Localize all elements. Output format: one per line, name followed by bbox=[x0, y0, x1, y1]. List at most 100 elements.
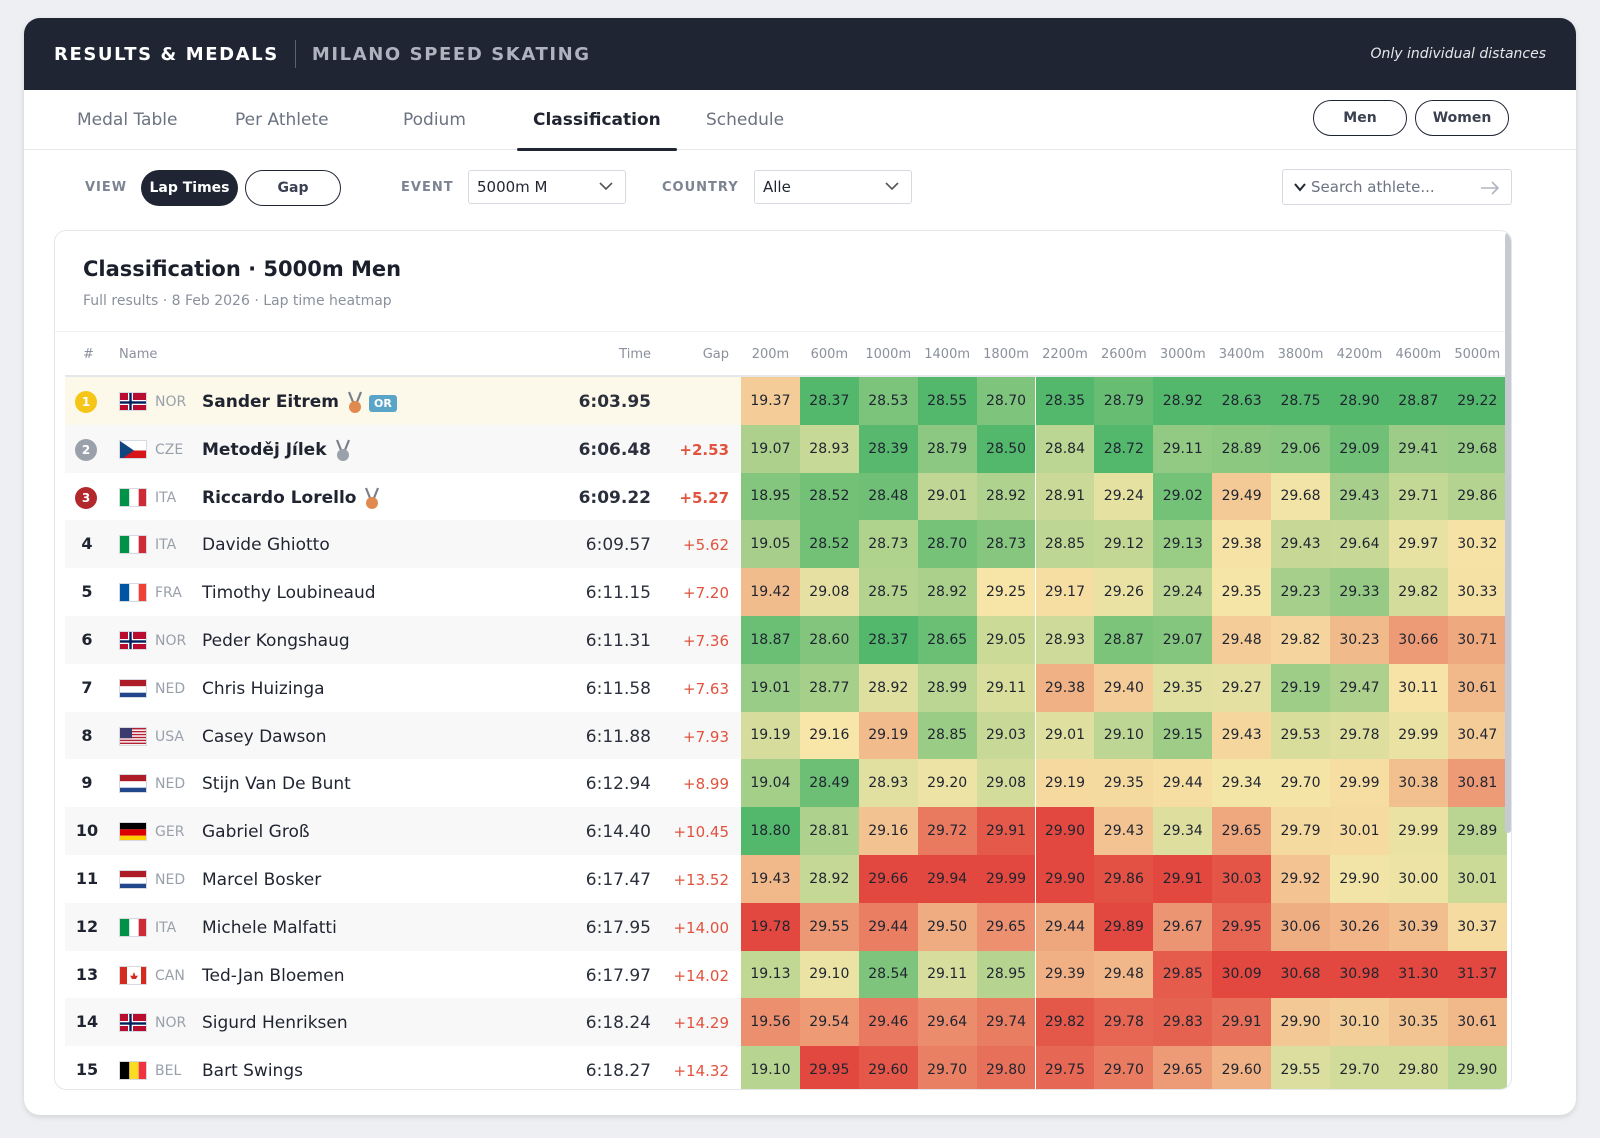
athlete-search[interactable]: Search athlete... bbox=[1282, 169, 1512, 205]
table-row[interactable]: 14 NOR Sigurd Henriksen 6:18.24 +14.29 19.56 2… bbox=[65, 998, 1507, 1047]
men-button[interactable]: Men bbox=[1313, 100, 1407, 136]
tab-medal-table[interactable]: Medal Table bbox=[77, 110, 178, 130]
table-row[interactable]: 5 FRA Timothy Loubineaud 6:11.15 +7.20 19.42 2… bbox=[65, 568, 1507, 616]
col-split: 4600m bbox=[1395, 347, 1442, 362]
lap-time-cell: 29.89 bbox=[1447, 807, 1507, 855]
rank: 6 bbox=[81, 629, 93, 649]
search-input[interactable]: Search athlete... bbox=[1311, 178, 1435, 196]
lap-time-cell: 28.91 bbox=[1035, 472, 1095, 521]
lap-time-cell: 19.43 bbox=[741, 854, 800, 903]
lap-time-cell: 28.65 bbox=[917, 615, 977, 664]
lap-time-cell: 30.61 bbox=[1447, 998, 1507, 1047]
event-select[interactable]: 5000m M bbox=[468, 170, 626, 204]
table-row[interactable]: 3 ITA Riccardo Lorello 6:09.22 +5.27 18.95 28.… bbox=[65, 472, 1507, 521]
finish-time: 6:03.95 bbox=[578, 392, 651, 412]
finish-time: 6:11.58 bbox=[585, 678, 651, 699]
table-row[interactable]: 13 CAN Ted-Jan Bloemen 6:17.97 +14.02 19.13 29… bbox=[65, 950, 1507, 999]
table-row[interactable]: 7 NED Chris Huizinga 6:11.58 +7.63 19.01 28.77… bbox=[65, 663, 1507, 712]
lap-time-cell: 30.33 bbox=[1447, 568, 1507, 616]
athlete-name[interactable]: Marcel Bosker bbox=[202, 869, 322, 890]
lap-time-cell: 28.75 bbox=[1271, 377, 1330, 425]
lap-time-cell: 29.11 bbox=[917, 950, 977, 999]
tab-schedule[interactable]: Schedule bbox=[706, 110, 785, 130]
lap-time-cell: 30.01 bbox=[1330, 807, 1389, 855]
lap-time-cell: 28.89 bbox=[1212, 424, 1272, 473]
lap-time-cell: 28.52 bbox=[799, 520, 859, 569]
lap-time-cell: 28.92 bbox=[917, 568, 977, 616]
table-row[interactable]: 9 NED Stijn Van De Bunt 6:12.94 +8.99 19.04 28… bbox=[65, 759, 1507, 808]
athlete-name[interactable]: Sigurd Henriksen bbox=[202, 1013, 348, 1034]
athlete-name[interactable]: Timothy Loubineaud bbox=[202, 583, 376, 604]
rank: 9 bbox=[81, 773, 93, 793]
country-select[interactable]: Alle bbox=[754, 170, 912, 204]
athlete-name[interactable]: Bart Swings bbox=[202, 1061, 303, 1082]
lap-time-cell: 30.26 bbox=[1330, 902, 1389, 951]
lap-time-cell: 29.90 bbox=[1035, 854, 1095, 903]
lap-time-cell: 30.03 bbox=[1212, 854, 1272, 903]
athlete-name[interactable]: Davide Ghiotto bbox=[202, 535, 330, 556]
finish-time: 6:17.97 bbox=[585, 965, 651, 986]
nation-code: USA bbox=[155, 728, 184, 745]
lap-time-cell: 30.06 bbox=[1271, 902, 1330, 951]
athlete-name[interactable]: Sander Eitrem bbox=[202, 392, 340, 412]
table-row[interactable]: 10 GER Gabriel Groß 6:14.40 +10.45 18.80 28.81… bbox=[65, 807, 1507, 855]
lap-time-cell: 29.72 bbox=[917, 807, 977, 855]
flag-icon bbox=[119, 774, 147, 794]
table-row[interactable]: 11 NED Marcel Bosker 6:17.47 +13.52 19.43 28.9… bbox=[65, 854, 1507, 903]
tab-podium[interactable]: Podium bbox=[403, 110, 466, 130]
lap-time-cell: 29.91 bbox=[1212, 998, 1272, 1047]
rank-badge: 1 bbox=[75, 391, 97, 413]
finish-time: 6:06.48 bbox=[578, 439, 651, 460]
flag-icon bbox=[119, 392, 147, 411]
table-row[interactable]: 2 CZE Metoděj Jílek 6:06.48 +2.53 19.07 28.93 2… bbox=[65, 424, 1507, 473]
event-value: 5000m M bbox=[477, 178, 548, 196]
finish-time: 6:18.27 bbox=[585, 1061, 651, 1082]
table-row[interactable]: 12 ITA Michele Malfatti 6:17.95 +14.00 19.78 2… bbox=[65, 902, 1507, 951]
table-row[interactable]: 8 USA Casey Dawson 6:11.88 +7.93 19.19 29.16 29… bbox=[65, 711, 1507, 760]
athlete-name[interactable]: Metoděj Jílek bbox=[202, 439, 327, 460]
athlete-name[interactable]: Peder Kongshaug bbox=[202, 630, 350, 651]
time-gap: +7.36 bbox=[683, 631, 729, 650]
athlete-name[interactable]: Michele Malfatti bbox=[202, 917, 337, 938]
table-row[interactable]: 6 NOR Peder Kongshaug 6:11.31 +7.36 18.87 28.6… bbox=[65, 615, 1507, 664]
athlete-name[interactable]: Casey Dawson bbox=[202, 726, 327, 747]
lap-time-cell: 30.66 bbox=[1388, 615, 1448, 664]
lap-time-cell: 29.90 bbox=[1330, 854, 1389, 903]
gap-toggle[interactable]: Gap bbox=[245, 170, 341, 206]
lap-time-cell: 19.42 bbox=[741, 568, 800, 616]
scrollbar-thumb[interactable] bbox=[1505, 233, 1511, 833]
lap-time-cell: 30.11 bbox=[1388, 663, 1448, 712]
athlete-name[interactable]: Gabriel Groß bbox=[202, 822, 310, 843]
tab-classification[interactable]: Classification bbox=[517, 90, 677, 151]
lap-time-cell: 29.44 bbox=[1153, 759, 1213, 808]
lap-time-cell: 29.03 bbox=[976, 711, 1036, 760]
lap-time-cell: 29.66 bbox=[858, 854, 918, 903]
table-row[interactable]: 15 BEL Bart Swings 6:18.27 +14.32 19.10 29.95 2… bbox=[65, 1046, 1507, 1089]
lap-time-cell: 19.19 bbox=[741, 711, 800, 760]
lap-time-cell: 28.87 bbox=[1388, 377, 1448, 425]
lap-time-cell: 29.10 bbox=[1094, 711, 1154, 760]
finish-time: 6:11.15 bbox=[585, 583, 651, 604]
lap-times-toggle[interactable]: Lap Times bbox=[141, 170, 238, 206]
lap-time-cell: 29.99 bbox=[976, 854, 1036, 903]
table-row[interactable]: 1 NOR Sander Eitrem OR 6:03.95 19.37 28.37 28.5… bbox=[65, 377, 1507, 425]
chevron-down-icon bbox=[597, 177, 615, 199]
lap-time-cell: 29.02 bbox=[1153, 472, 1213, 521]
lap-time-cell: 29.05 bbox=[976, 615, 1036, 664]
col-split: 3000m bbox=[1159, 347, 1206, 362]
lap-time-cell: 29.64 bbox=[1330, 520, 1389, 569]
athlete-name[interactable]: Ted-Jan Bloemen bbox=[202, 965, 345, 986]
women-button[interactable]: Women bbox=[1415, 100, 1509, 136]
nation-code: NED bbox=[155, 871, 186, 888]
tab-per-athlete[interactable]: Per Athlete bbox=[235, 110, 329, 130]
table-row[interactable]: 4 ITA Davide Ghiotto 6:09.57 +5.62 19.05 28.52… bbox=[65, 520, 1507, 569]
lap-time-cell: 29.60 bbox=[1212, 1046, 1272, 1089]
athlete-name[interactable]: Riccardo Lorello bbox=[202, 487, 357, 508]
arrow-right-icon[interactable] bbox=[1479, 179, 1501, 197]
athlete-name[interactable]: Stijn Van De Bunt bbox=[202, 774, 351, 795]
scrollbar[interactable] bbox=[1505, 231, 1511, 1089]
lap-time-cell: 29.35 bbox=[1094, 759, 1154, 808]
lap-time-cell: 29.26 bbox=[1094, 568, 1154, 616]
athlete-name[interactable]: Chris Huizinga bbox=[202, 678, 325, 699]
rank: 12 bbox=[75, 916, 99, 936]
